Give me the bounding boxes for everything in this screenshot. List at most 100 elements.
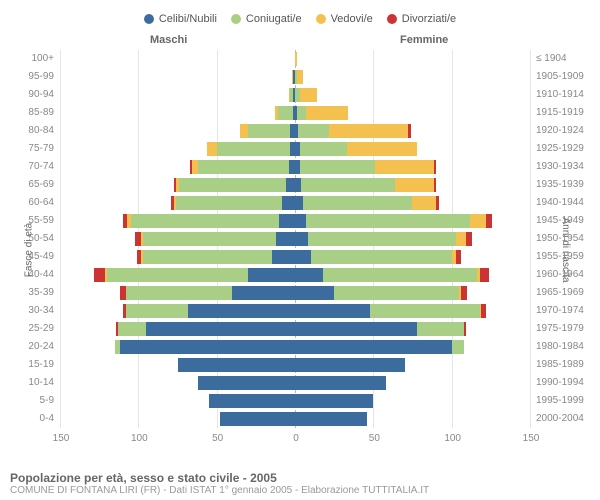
age-row: 90-941910-1914 [60,86,530,104]
bar-segment [347,142,418,156]
legend-label: Coniugati/e [246,13,302,25]
bar-segment [295,322,417,336]
age-row: 95-991905-1909 [60,68,530,86]
age-row: 10-141990-1994 [60,374,530,392]
bar-segment [279,214,295,228]
legend-swatch [144,14,154,24]
age-row: 80-841920-1924 [60,122,530,140]
bar-segment [300,160,375,174]
bar-female [295,52,297,66]
birth-year-label: 1930-1934 [536,158,584,176]
bar-male [207,142,295,156]
bar-female [295,196,439,210]
legend-label: Divorziati/e [402,13,456,25]
bar-segment [308,232,457,246]
bar-segment [481,304,486,318]
bar-segment [131,214,280,228]
bar-segment [464,322,466,336]
bar-female [295,178,436,192]
bar-female [295,286,467,300]
bar-segment [179,178,286,192]
bar-segment [295,412,367,426]
bar-segment [297,106,306,120]
bar-female [295,124,411,138]
age-label: 30-34 [28,302,54,320]
age-row: 50-541950-1954 [60,230,530,248]
age-label: 20-24 [28,338,54,356]
bar-female [295,304,486,318]
birth-year-label: 1940-1944 [536,194,584,212]
legend-item: Celibi/Nubili [144,13,217,25]
bar-segment [434,160,436,174]
bar-female [295,214,492,228]
legend-swatch [387,14,397,24]
bar-segment [297,70,303,84]
bar-segment [456,250,461,264]
bar-segment [295,196,303,210]
bar-segment [176,196,283,210]
age-label: 85-89 [28,104,54,122]
bar-segment [375,160,435,174]
bar-segment [300,142,347,156]
bar-male [171,196,295,210]
age-label: 60-64 [28,194,54,212]
bar-segment [272,250,296,264]
bar-segment [306,106,348,120]
bar-segment [417,322,464,336]
bar-male [115,340,295,354]
age-row: 40-441960-1964 [60,266,530,284]
bar-segment [118,322,146,336]
footer-subtitle: COMUNE DI FONTANA LIRI (FR) - Dati ISTAT… [10,485,590,496]
bar-female [295,358,405,372]
bar-segment [408,124,411,138]
birth-year-label: 1925-1929 [536,140,584,158]
age-row: 60-641940-1944 [60,194,530,212]
bar-segment [452,340,465,354]
bar-segment [323,268,477,282]
bar-male [120,286,295,300]
bar-segment [207,142,216,156]
birth-year-label: 1950-1954 [536,230,584,248]
age-label: 80-84 [28,122,54,140]
bar-male [135,232,295,246]
age-label: 55-59 [28,212,54,230]
bar-segment [486,214,492,228]
bar-female [295,376,386,390]
bar-female [295,142,417,156]
bar-segment [295,376,386,390]
bar-segment [278,106,294,120]
birth-year-label: 1910-1914 [536,86,584,104]
population-pyramid-chart: Celibi/NubiliConiugati/eVedovi/eDivorzia… [0,0,600,500]
bar-segment [306,214,471,228]
bar-segment [217,142,291,156]
bar-female [295,412,367,426]
bar-female [295,322,466,336]
bar-male [240,124,295,138]
bar-segment [143,250,271,264]
age-label: 5-9 [40,392,54,410]
legend-label: Celibi/Nubili [159,13,217,25]
bar-segment [126,304,189,318]
bar-segment [461,286,467,300]
age-label: 65-69 [28,176,54,194]
bar-segment [188,304,295,318]
bar-segment [240,124,248,138]
bar-segment [295,250,311,264]
age-row: 45-491955-1959 [60,248,530,266]
bar-segment [126,286,233,300]
birth-year-label: 1980-1984 [536,338,584,356]
chart-footer: Popolazione per età, sesso e stato civil… [10,471,590,496]
age-label: 35-39 [28,284,54,302]
bar-segment [480,268,489,282]
bar-segment [303,196,413,210]
bar-segment [143,232,276,246]
gridline: 150 [530,50,531,428]
bar-segment [295,340,452,354]
age-row: 0-42000-2004 [60,410,530,428]
birth-year-label: 1915-1919 [536,104,584,122]
bar-segment [311,250,452,264]
age-label: 70-74 [28,158,54,176]
age-label: 15-19 [28,356,54,374]
age-row: 25-291975-1979 [60,320,530,338]
age-label: 50-54 [28,230,54,248]
